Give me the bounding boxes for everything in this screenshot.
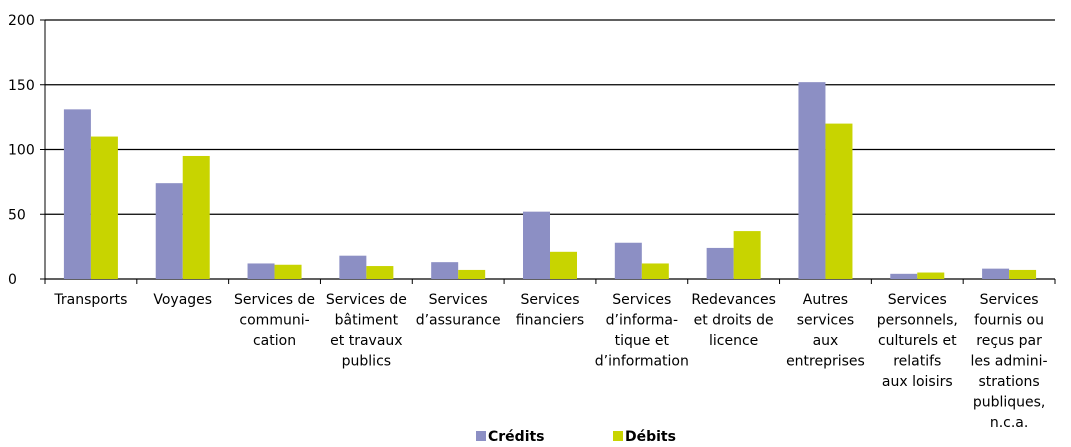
- bar: [614, 242, 642, 279]
- bar: [63, 109, 91, 279]
- x-tick-label: Services d’informa-tique et d’information: [595, 292, 689, 370]
- legend-swatch: [613, 431, 623, 441]
- legend-label: Débits: [625, 429, 676, 445]
- bar: [274, 264, 302, 279]
- bar: [247, 263, 275, 279]
- bar: [458, 269, 486, 279]
- bar: [182, 155, 210, 279]
- y-tick-label: 0: [8, 272, 17, 288]
- bar: [366, 266, 394, 279]
- x-tick-label: Autres services aux entreprises: [786, 292, 865, 370]
- y-tick-label: 100: [8, 143, 35, 159]
- bar: [431, 262, 459, 279]
- bar: [155, 183, 183, 279]
- bar: [706, 247, 734, 279]
- x-tick-label: Redevances et droits de licence: [691, 292, 776, 349]
- x-tick-label: Transports: [53, 292, 127, 308]
- x-tick-label: Services de communi-cation: [234, 292, 315, 349]
- bar: [1009, 269, 1037, 279]
- x-tick-label: Services fournis ou reçus par les admini-st…: [971, 292, 1048, 431]
- bar: [733, 231, 761, 279]
- legend-label: Crédits: [488, 429, 545, 445]
- x-tick-label: Voyages: [153, 292, 212, 308]
- y-tick-label: 150: [8, 78, 35, 94]
- x-tick-label: Services d’assurance: [416, 292, 501, 329]
- bar: [90, 136, 118, 279]
- x-tick-label: Services de bâtiment et travaux publics: [326, 292, 407, 370]
- x-tick-label: Services financiers: [516, 292, 584, 329]
- y-tick-label: 50: [8, 207, 26, 223]
- bar: [917, 272, 945, 279]
- legend-swatch: [476, 431, 486, 441]
- bar: [982, 268, 1010, 279]
- bar: [641, 263, 669, 279]
- bar: [523, 211, 550, 279]
- bar: [339, 255, 367, 279]
- bar: [890, 273, 918, 279]
- bar: [798, 82, 826, 279]
- bar: [550, 251, 577, 279]
- y-tick-label: 200: [8, 13, 35, 29]
- bar: [825, 123, 853, 279]
- x-tick-label: Services personnels, culturels et relatifs a…: [877, 292, 958, 390]
